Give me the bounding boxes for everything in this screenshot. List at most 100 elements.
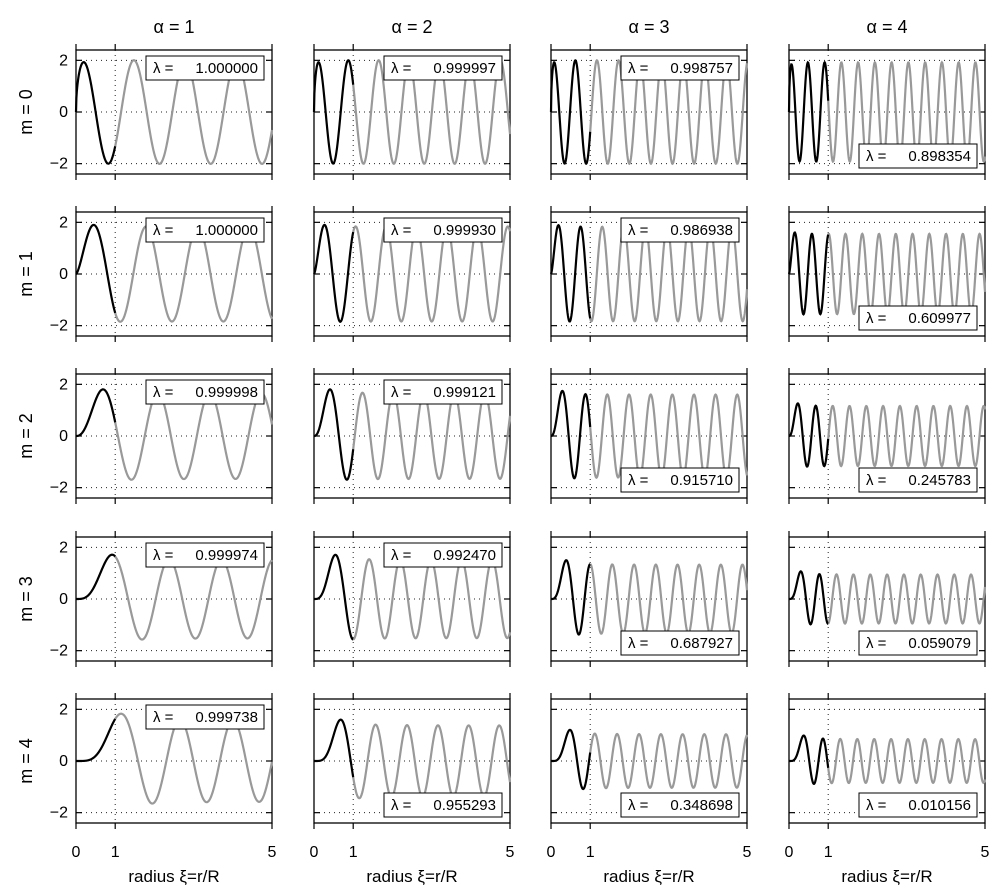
lambda-value: 0.245783: [908, 472, 971, 489]
eigenfunction-curve-outside: [827, 573, 987, 625]
lambda-box: [858, 792, 978, 818]
lambda-label: λ = 0.687927: [620, 630, 740, 656]
lambda-value: 1.000000: [195, 222, 258, 239]
eigenfunction-curve-inside: [313, 388, 355, 481]
lambda-label: λ = 0.986938: [620, 217, 740, 243]
lambda-prefix: λ =: [628, 222, 649, 239]
column-label-alpha-1: α = 1: [154, 17, 195, 37]
lambda-label: λ = 0.998757: [620, 55, 740, 81]
eigenfunction-curve-inside: [551, 559, 591, 636]
lambda-box: [383, 792, 503, 818]
eigenfunction-curve-outside: [114, 59, 274, 165]
lambda-label: λ = 0.992470: [383, 542, 503, 568]
panel-m4-alpha4: 0 1 5 λ = 0.010156: [785, 693, 990, 861]
x-tick-label: 1: [824, 844, 833, 861]
eigenfunction-curve-inside: [76, 388, 117, 438]
lambda-prefix: λ =: [391, 547, 412, 564]
lambda-value: 0.059079: [908, 635, 971, 652]
x-tick-label: 5: [743, 844, 752, 861]
eigenfunction-curve-outside: [352, 59, 512, 165]
row-label-m-4: m = 4: [16, 738, 36, 784]
lambda-value: 0.348698: [670, 797, 733, 814]
eigenfunction-curve-inside: [787, 60, 830, 164]
x-tick-label: 5: [981, 844, 990, 861]
eigenfunction-curve-outside: [589, 563, 749, 635]
lambda-prefix: λ =: [628, 472, 649, 489]
column-label-alpha-2: α = 2: [392, 17, 433, 37]
eigenfunction-curve-inside: [76, 553, 117, 601]
lambda-prefix: λ =: [628, 60, 649, 77]
y-tick-label: 0: [59, 266, 68, 283]
lambda-box: [145, 704, 265, 730]
lambda-prefix: λ =: [153, 547, 174, 564]
eigenfunction-curve-inside: [789, 570, 829, 626]
lambda-box: [145, 379, 265, 405]
lambda-value: 0.898354: [908, 148, 971, 165]
lambda-label: λ = 0.999930: [383, 217, 503, 243]
lambda-prefix: λ =: [153, 60, 174, 77]
lambda-label: λ = 0.999997: [383, 55, 503, 81]
eigenfunction-curve-inside: [314, 718, 355, 778]
eigenfunction-curve-outside: [589, 58, 749, 166]
y-tick-label: −2: [50, 318, 68, 335]
lambda-box: [620, 55, 740, 81]
y-tick-label: 2: [59, 539, 68, 556]
lambda-prefix: λ =: [391, 60, 412, 77]
lambda-prefix: λ =: [628, 635, 649, 652]
panel-m3-alpha3: λ = 0.687927: [550, 531, 749, 667]
lambda-prefix: λ =: [153, 222, 174, 239]
eigenfunction-curve-outside: [827, 60, 987, 164]
y-tick-label: 0: [59, 591, 68, 608]
lambda-prefix: λ =: [391, 384, 412, 401]
y-tick-label: 0: [59, 104, 68, 121]
lambda-label: λ = 1.000000: [145, 217, 265, 243]
lambda-box: [145, 55, 265, 81]
x-axis-label: radius ξ=r/R: [603, 867, 694, 886]
row-label-m-2: m = 2: [16, 413, 36, 459]
y-tick-label: 2: [59, 52, 68, 69]
lambda-value: 0.992470: [433, 547, 496, 564]
lambda-value: 0.986938: [670, 222, 733, 239]
lambda-value: 0.999998: [195, 384, 258, 401]
x-tick-label: 1: [111, 844, 120, 861]
panel-m4-alpha2: 0 1 5 λ = 0.955293: [310, 693, 515, 861]
lambda-label: λ = 0.609977: [858, 305, 978, 331]
y-tick-label: −2: [50, 643, 68, 660]
lambda-value: 0.999738: [195, 709, 258, 726]
row-label-m-1: m = 1: [16, 251, 36, 297]
row-label-m-3: m = 3: [16, 576, 36, 622]
eigenfunction-curve-outside: [352, 558, 512, 641]
eigenfunction-curve-inside: [314, 553, 354, 641]
x-axis-label: radius ξ=r/R: [841, 867, 932, 886]
eigenfunction-curve-inside: [312, 59, 355, 165]
lambda-label: λ = 0.348698: [620, 792, 740, 818]
x-tick-label: 1: [349, 844, 358, 861]
lambda-value: 0.999930: [433, 222, 496, 239]
lambda-label: λ = 0.999974: [145, 542, 265, 568]
eigenfunction-curve-outside: [114, 391, 274, 481]
panel-m3-alpha2: λ = 0.992470: [313, 531, 512, 667]
eigenfunction-curve-inside: [551, 728, 592, 791]
lambda-prefix: λ =: [391, 222, 412, 239]
y-tick-label: −2: [50, 156, 68, 173]
lambda-prefix: λ =: [866, 148, 887, 165]
panel-m0-alpha4: λ = 0.898354: [787, 44, 987, 180]
lambda-box: [620, 630, 740, 656]
panel-m1-alpha2: λ = 0.999930: [313, 206, 512, 342]
lambda-box: [145, 217, 265, 243]
eigenfunction-curve-inside: [76, 718, 117, 763]
row-label-m-0: m = 0: [16, 89, 36, 135]
lambda-box: [383, 542, 503, 568]
panel-m4-alpha3: 0 1 5 λ = 0.348698: [547, 693, 752, 861]
lambda-prefix: λ =: [391, 797, 412, 814]
lambda-value: 0.999974: [195, 547, 258, 564]
lambda-value: 0.609977: [908, 310, 971, 327]
lambda-value: 0.999121: [433, 384, 496, 401]
eigenfunction-curve-outside: [827, 232, 987, 316]
lambda-prefix: λ =: [866, 797, 887, 814]
panel-m2-alpha4: λ = 0.245783: [788, 368, 987, 504]
panel-m3-alpha4: λ = 0.059079: [788, 531, 987, 667]
eigenfunction-curve-outside: [352, 723, 512, 800]
lambda-box: [620, 792, 740, 818]
panel-m3-alpha1: −2 0 2 λ = 0.999974: [50, 531, 273, 667]
